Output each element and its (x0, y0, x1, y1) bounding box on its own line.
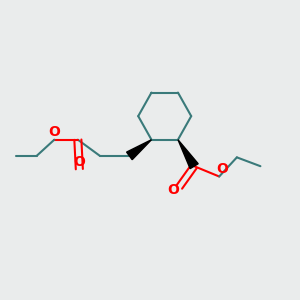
Text: O: O (216, 162, 228, 176)
Text: O: O (168, 183, 179, 197)
Polygon shape (127, 140, 152, 160)
Polygon shape (178, 140, 198, 169)
Text: O: O (48, 125, 60, 139)
Text: O: O (74, 155, 85, 169)
